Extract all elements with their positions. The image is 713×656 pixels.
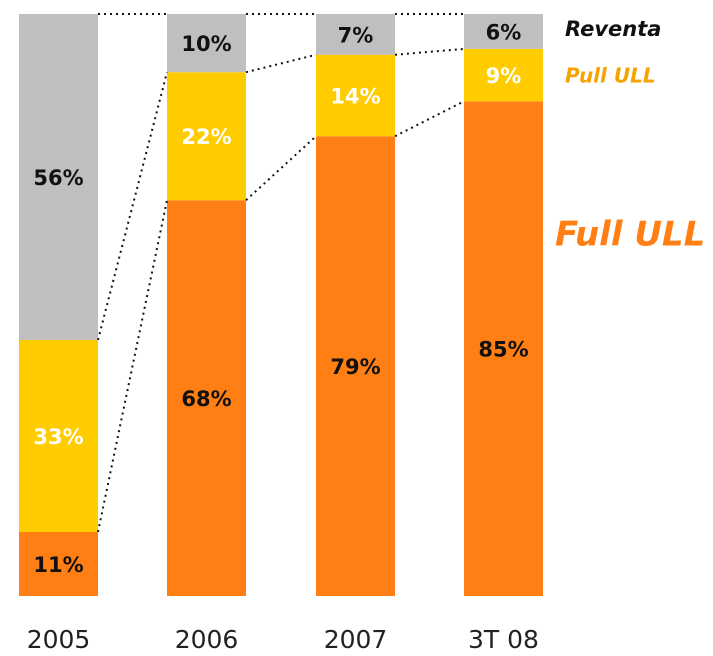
bar-segment [464, 14, 543, 49]
data-label: 11% [33, 553, 83, 577]
connector-line [245, 53, 317, 74]
bar-segment [464, 101, 543, 597]
data-label: 56% [33, 166, 83, 190]
bar-segment [167, 200, 246, 597]
bar-segment [167, 14, 246, 73]
x-tick-label: 2007 [324, 625, 388, 654]
data-label: 33% [33, 425, 83, 449]
data-label: 10% [181, 32, 231, 56]
data-label: 7% [338, 23, 374, 47]
data-label: 85% [478, 338, 528, 362]
data-label: 79% [330, 355, 380, 379]
bar-segment [316, 54, 395, 137]
data-label: 14% [330, 84, 380, 108]
bar-segment [19, 531, 98, 596]
bar-segment [167, 72, 246, 201]
connector-line [394, 47, 465, 56]
legend-label: Full ULL [555, 215, 705, 255]
bar-segment [19, 339, 98, 532]
data-label: 68% [181, 387, 231, 411]
data-label: 22% [181, 125, 231, 149]
x-tick-label: 3T 08 [468, 625, 539, 654]
data-label: 9% [486, 64, 522, 88]
bar-segment [316, 14, 395, 55]
legend-label: Pull ULL [565, 64, 656, 88]
data-label: 6% [486, 20, 522, 44]
connector-line [394, 100, 465, 138]
bar-segment [19, 14, 98, 340]
bar-segment [464, 48, 543, 102]
connector-line [97, 71, 168, 341]
x-tick-label: 2006 [175, 625, 239, 654]
legend-label: Reventa [565, 17, 661, 41]
bar-segment [316, 136, 395, 596]
connector-line [245, 135, 317, 201]
x-tick-label: 2005 [27, 625, 91, 654]
connector-line [97, 200, 168, 533]
